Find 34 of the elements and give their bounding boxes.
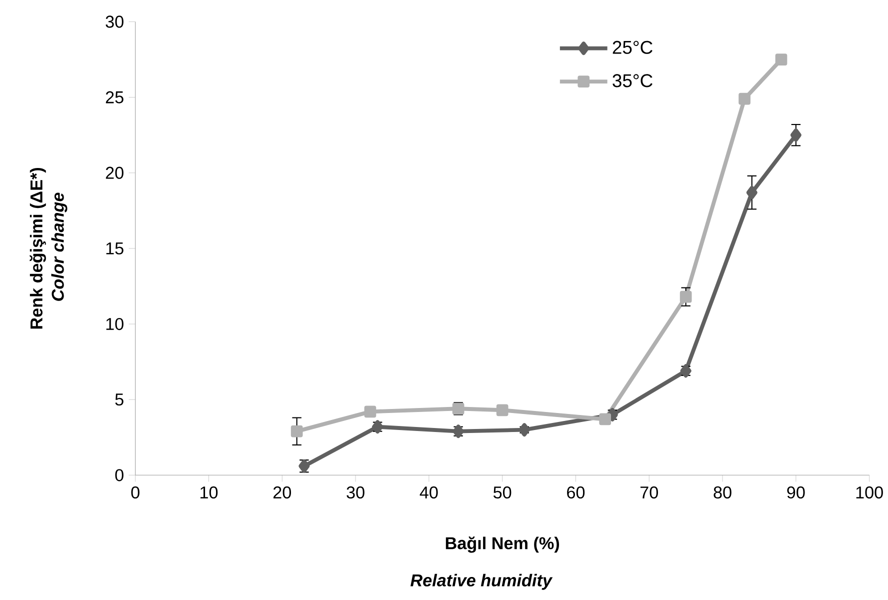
x-tick-label: 0 — [131, 486, 140, 499]
point — [290, 426, 303, 438]
x-tick-label: 100 — [856, 486, 883, 499]
x-tick-label: 30 — [346, 486, 364, 499]
legend-label: 25°C — [612, 41, 652, 54]
y-tick-label: 30 — [106, 16, 124, 28]
x-tick-label: 50 — [493, 486, 512, 499]
x-axis-title: Bağıl Nem (%) — [446, 536, 560, 553]
x-tick-label: 80 — [714, 486, 732, 499]
x-tick-label: 60 — [567, 486, 585, 499]
point — [599, 413, 612, 426]
y-tick-label: 10 — [106, 318, 124, 330]
point — [746, 186, 758, 200]
y-tick-label: 25 — [106, 91, 124, 104]
y-tick-label: 20 — [106, 166, 124, 180]
text: Color change — [51, 192, 68, 302]
x-tick-label: 20 — [273, 486, 291, 499]
point — [738, 93, 750, 105]
legend-label: 35°C — [612, 74, 652, 88]
x-tick-label: 10 — [200, 486, 218, 499]
text: Relative humidity — [410, 574, 553, 590]
point — [790, 128, 802, 142]
point — [364, 406, 376, 418]
x-tick-label: 70 — [640, 486, 658, 499]
point — [518, 423, 530, 437]
y-tick-label: 0 — [115, 469, 124, 482]
y-axis-title: Renk değişimi (ΔE*) — [30, 168, 46, 329]
point — [680, 291, 692, 303]
x-tick-label: 90 — [787, 486, 805, 499]
y-tick-label: 5 — [115, 394, 124, 406]
x-tick-label: 40 — [420, 486, 438, 499]
point — [496, 404, 508, 416]
point — [775, 54, 788, 66]
y-tick-label: 15 — [106, 242, 124, 255]
